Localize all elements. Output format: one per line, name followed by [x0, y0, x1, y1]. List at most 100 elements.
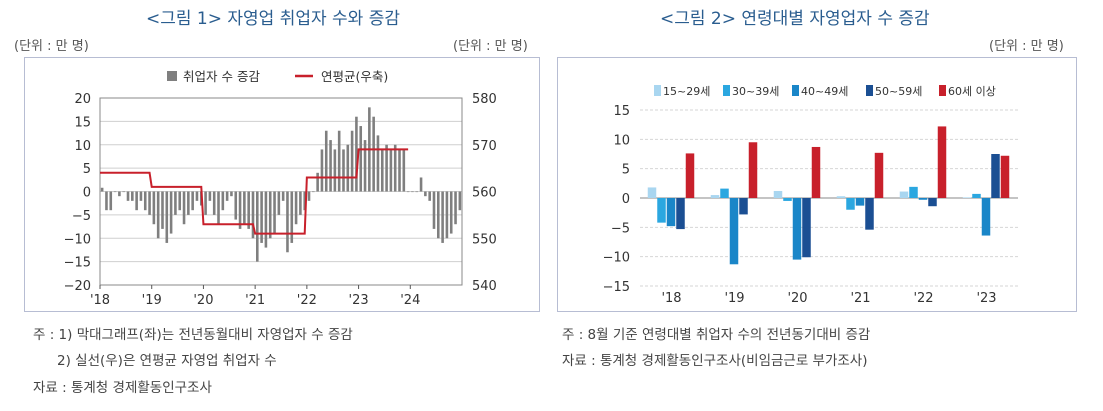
change-bar: [312, 191, 315, 193]
y-left-tick-label: 10: [74, 139, 91, 154]
age-bar: [1000, 155, 1010, 198]
change-bar: [329, 140, 332, 192]
x-tick-label: '19: [142, 293, 162, 308]
change-bar: [342, 149, 345, 192]
y-left-tick-label: −10: [64, 232, 91, 247]
age-bar: [739, 198, 748, 215]
age-bar: [981, 198, 991, 236]
age-bar: [836, 196, 846, 198]
age-bar: [802, 198, 811, 258]
age-bar: [962, 197, 972, 199]
right-source: 자료 : 통계청 경제활동인구조사(비임금근로 부가조사): [562, 353, 868, 369]
change-bar: [277, 191, 281, 215]
y-tick-label: 5: [622, 163, 630, 178]
change-bar: [411, 191, 414, 193]
y-right-tick-label: 550: [472, 232, 497, 247]
left-source: 자료 : 통계청 경제활동인구조사: [33, 380, 212, 396]
change-bar: [122, 191, 125, 193]
change-bar: [143, 191, 147, 211]
change-bar: [174, 191, 177, 215]
y-left-tick-label: 15: [74, 115, 91, 130]
right-chart: 15 10 5 0 −5 −10 −15 '18 '19 '20 '21 '22 '23 15~29세 30…: [603, 85, 1018, 306]
age-bar: [909, 186, 918, 198]
change-bar: [380, 149, 384, 192]
age-bar: [676, 198, 685, 230]
age-bar: [748, 142, 758, 198]
legend-label: 60세 이상: [948, 85, 996, 98]
y-tick-label: 10: [613, 133, 630, 148]
right-axis-unit-label: (단위 : 만 명): [453, 39, 528, 54]
age-bar: [874, 152, 884, 198]
x-tick-label: '21: [245, 293, 265, 308]
annual-average-line: [100, 148, 409, 235]
change-bar: [286, 191, 289, 253]
legend-label: 50~59세: [875, 85, 922, 98]
left-note-1: 주 : 1) 막대그래프(좌)는 전년동월대비 자영업자 수 증감: [33, 327, 353, 343]
age-bar: [937, 126, 947, 198]
change-bar: [303, 191, 306, 211]
legend-label: 40~49세: [801, 85, 848, 98]
age-bar: [918, 198, 928, 200]
y-tick-label: −5: [611, 221, 630, 236]
change-bar: [139, 191, 143, 201]
age-bar: [710, 195, 720, 198]
left-unit-label: (단위 : 만 명): [14, 39, 89, 54]
change-bar: [398, 149, 401, 192]
y-left-tick-label: −20: [64, 279, 91, 294]
change-bar: [428, 191, 431, 201]
change-bar: [363, 140, 367, 192]
change-bar: [324, 130, 328, 192]
change-bar: [113, 191, 117, 193]
age-bar: [928, 198, 937, 207]
change-bar: [126, 191, 130, 201]
x-tick-label: '20: [787, 291, 807, 306]
age-bar: [647, 187, 657, 198]
legend-swatch: [792, 85, 799, 96]
change-bar: [441, 191, 444, 243]
y-tick-label: −10: [603, 251, 630, 266]
left-note-2: 2) 실선(우)은 연평균 자영업 취업자 수: [57, 353, 277, 369]
change-bar: [243, 191, 246, 225]
change-bar: [182, 191, 186, 225]
legend-swatch: [866, 85, 873, 96]
change-bar: [156, 191, 160, 239]
change-bar: [217, 191, 220, 225]
age-bar: [855, 198, 865, 206]
change-bar: [178, 191, 182, 211]
legend-label: 30~39세: [732, 85, 779, 98]
change-bar: [432, 191, 436, 229]
x-tick-label: '18: [661, 291, 681, 306]
change-bar: [376, 135, 380, 192]
y-left-tick-label: 5: [83, 162, 91, 177]
y-left-tick-label: 0: [83, 186, 91, 201]
change-bar: [230, 191, 233, 197]
change-bar: [135, 191, 138, 211]
y-right-tick-label: 540: [472, 279, 497, 294]
change-bar: [281, 191, 285, 201]
change-bar: [437, 191, 440, 239]
change-bar: [337, 130, 341, 192]
y-right-tick-label: 570: [472, 139, 497, 154]
change-bar: [419, 177, 423, 192]
change-bar: [415, 191, 419, 193]
y-tick-label: 15: [613, 104, 630, 119]
change-bar: [131, 191, 134, 201]
age-bar: [865, 198, 874, 230]
age-bar: [991, 154, 1000, 198]
age-bar: [899, 191, 909, 198]
change-bar: [212, 191, 216, 215]
x-tick-label: '19: [724, 291, 744, 306]
x-tick-label: '22: [297, 293, 317, 308]
change-bar: [454, 191, 457, 225]
change-bar: [307, 191, 311, 201]
change-bar: [105, 191, 108, 211]
change-bar: [109, 191, 113, 211]
change-bar: [191, 191, 194, 211]
plot-border: [99, 97, 463, 286]
y-tick-label: 0: [622, 192, 630, 207]
change-bar: [161, 191, 164, 229]
change-bar: [251, 191, 255, 239]
x-tick-label: '22: [913, 291, 933, 306]
change-bar: [204, 191, 207, 215]
change-bar: [389, 149, 393, 192]
